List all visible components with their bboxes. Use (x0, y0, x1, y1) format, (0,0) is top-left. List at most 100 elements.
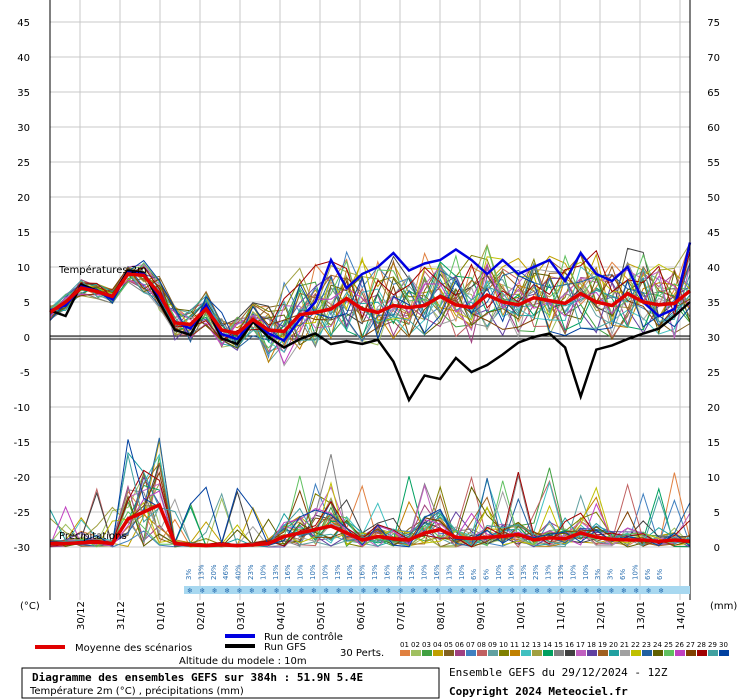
member-number: 22 (631, 641, 640, 649)
member-number: 06 (455, 641, 464, 649)
left-tick-label: 45 (17, 18, 30, 29)
member-swatch (444, 650, 454, 656)
snow-flake-icon: ❄ (373, 587, 379, 595)
member-number: 07 (466, 641, 475, 649)
snow-pct-label: 13% (545, 564, 553, 580)
left-tick-label: -25 (14, 508, 30, 519)
snow-flake-icon: ❄ (348, 587, 354, 595)
legend-control-label: Run de contrôle (264, 631, 343, 643)
snow-pct-label: 10% (309, 564, 317, 580)
mean-temp-line (49, 272, 692, 336)
x-date-label: 04/01 (276, 601, 287, 630)
x-date-label: 13/01 (636, 601, 647, 630)
member-swatch (455, 650, 465, 656)
snow-flake-icon: ❄ (199, 587, 205, 595)
right-tick-label: 50 (707, 193, 720, 204)
member-swatch (587, 650, 597, 656)
snow-pct-label: 3% (594, 569, 602, 580)
member-swatch (697, 650, 707, 656)
member-number: 14 (543, 641, 552, 649)
right-tick-label: 40 (707, 263, 720, 274)
left-tick-label: 20 (17, 193, 30, 204)
x-date-label: 14/01 (676, 601, 687, 630)
snow-percent-row: 3% ❄ 13% ❄ 20% ❄ 46% ❄ 40% ❄ 23% ❄ 10% ❄ 13% ❄ 16% ❄ 10% ❄ 1… (184, 564, 690, 595)
member-swatch (510, 650, 520, 656)
member-number: 26 (675, 641, 684, 649)
x-date-label: 01/01 (156, 601, 167, 630)
left-axis-ticks: 45 40 35 30 25 20 15 10 5 0 -5 -10 -15 -20 -25 -30 (14, 18, 30, 554)
member-swatch (466, 650, 476, 656)
member-number: 09 (488, 641, 497, 649)
footer-copyright: Copyright 2024 Meteociel.fr (449, 685, 628, 698)
snow-flake-icon: ❄ (423, 587, 429, 595)
snow-pct-label: 20% (210, 564, 218, 580)
member-number: 01 (400, 641, 409, 649)
member-number: 08 (477, 641, 486, 649)
snow-flake-icon: ❄ (249, 587, 255, 595)
legend-mean-label: Moyenne des scénarios (75, 642, 192, 654)
member-swatch (675, 650, 685, 656)
snow-band (184, 586, 690, 594)
left-tick-label: 40 (17, 53, 30, 64)
member-swatch (477, 650, 487, 656)
member-number: 23 (642, 641, 651, 649)
member-number: 12 (521, 641, 530, 649)
member-temp-line (49, 269, 691, 349)
member-precip-line (49, 469, 691, 548)
snow-flake-icon: ❄ (621, 587, 627, 595)
x-date-label: 03/01 (236, 601, 247, 630)
member-swatch (543, 650, 553, 656)
right-tick-label: 30 (707, 333, 720, 344)
snow-flake-icon: ❄ (299, 587, 305, 595)
left-unit-label: (°C) (20, 601, 40, 612)
footer-title: Diagramme des ensembles GEFS sur 384h : … (32, 671, 363, 684)
footer-title-box (21, 667, 440, 699)
member-number: 30 (719, 641, 728, 649)
snow-flake-icon: ❄ (547, 587, 553, 595)
snow-pct-label: 13% (408, 564, 416, 580)
member-number: 02 (411, 641, 420, 649)
member-temp-line (49, 259, 691, 347)
member-swatch (708, 650, 718, 656)
x-date-label: 08/01 (436, 601, 447, 630)
snow-pct-label: 10% (421, 564, 429, 580)
member-swatch (565, 650, 575, 656)
snow-pct-label: 16% (359, 564, 367, 580)
snow-pct-label: 23% (532, 564, 540, 580)
left-tick-label: 30 (17, 123, 30, 134)
right-tick-label: 55 (707, 158, 720, 169)
left-tick-label: -15 (14, 438, 30, 449)
member-swatch (598, 650, 608, 656)
x-date-labels: 30/12 31/12 01/01 02/01 03/01 04/01 05/01 06/01… (76, 601, 687, 630)
altitude-label: Altitude du modele : 10m (179, 656, 307, 667)
snow-flake-icon: ❄ (497, 587, 503, 595)
left-tick-label: -30 (14, 543, 30, 554)
member-number: 20 (609, 641, 618, 649)
snow-flake-icon: ❄ (398, 587, 404, 595)
left-tick-label: 25 (17, 158, 30, 169)
snow-flake-icon: ❄ (522, 587, 528, 595)
x-date-label: 30/12 (76, 601, 87, 630)
snow-flake-icon: ❄ (447, 587, 453, 595)
member-precip-line (49, 463, 691, 548)
snow-flake-icon: ❄ (435, 587, 441, 595)
temp-section-label: Températures 2m (58, 264, 147, 276)
snow-flake-icon: ❄ (485, 587, 491, 595)
member-precip-line (49, 437, 691, 548)
snow-flake-icon: ❄ (261, 587, 267, 595)
member-swatch (488, 650, 498, 656)
right-unit-label: (mm) (710, 601, 737, 612)
snow-flake-icon: ❄ (633, 587, 639, 595)
right-tick-label: 25 (707, 368, 720, 379)
member-number: 24 (653, 641, 662, 649)
member-temp-line (49, 262, 691, 350)
left-tick-label: 10 (17, 263, 30, 274)
member-swatch (609, 650, 619, 656)
snow-flake-icon: ❄ (609, 587, 615, 595)
member-number: 27 (686, 641, 695, 649)
member-swatch (532, 650, 542, 656)
x-date-label: 02/01 (196, 601, 207, 630)
member-swatch (631, 650, 641, 656)
